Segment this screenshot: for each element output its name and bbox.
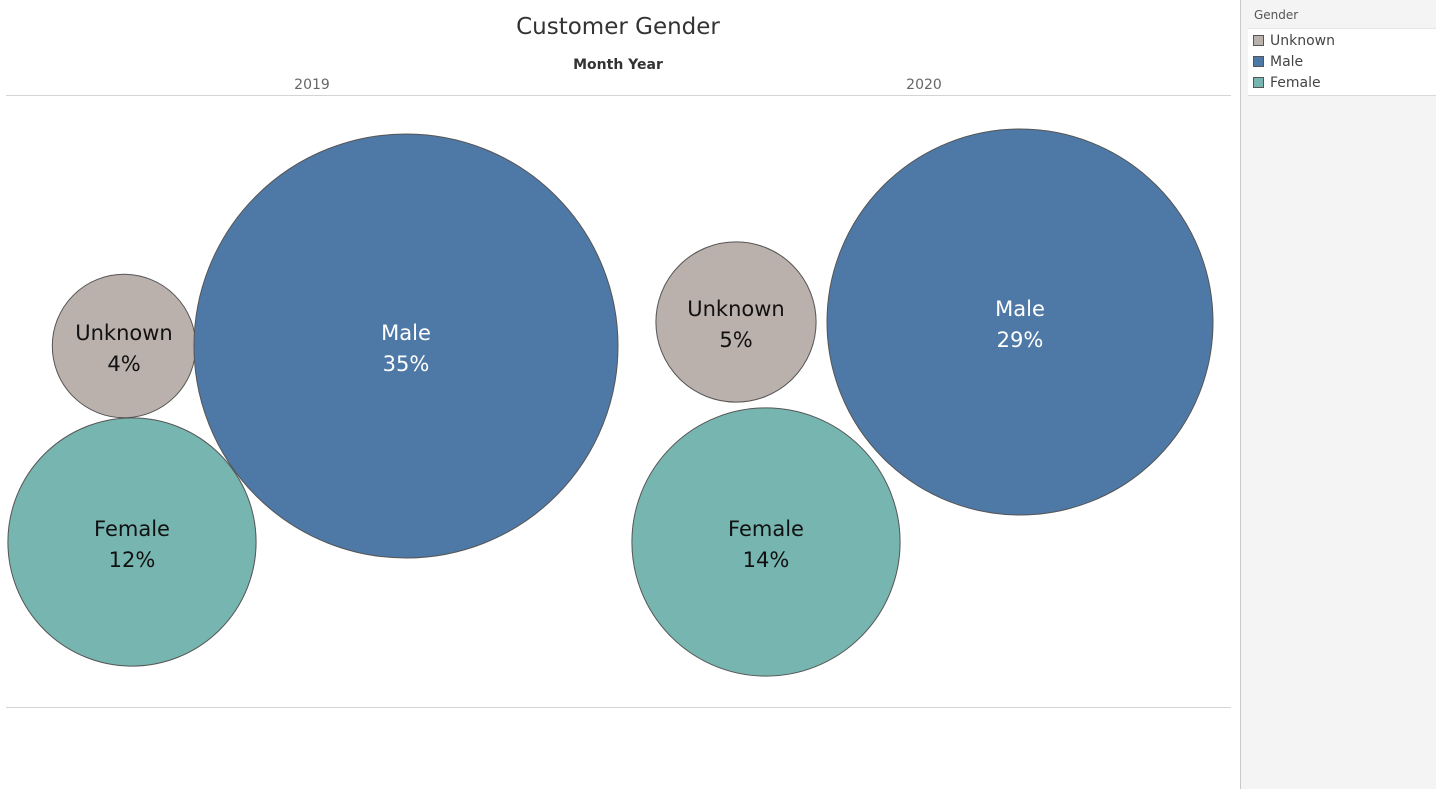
legend-item-male[interactable]: Male xyxy=(1248,51,1436,72)
bubble-category-label: Male xyxy=(381,321,431,345)
legend-label-unknown: Unknown xyxy=(1270,32,1335,49)
swatch-unknown xyxy=(1253,35,1264,46)
column-axis-title: Month Year xyxy=(573,57,663,73)
bubble-2020-male[interactable] xyxy=(826,128,1214,516)
bubble-chart: Unknown 4% Male 35% Female 12% Unknown 5% Male 29… xyxy=(7,128,1214,677)
legend-item-female[interactable]: Female xyxy=(1248,72,1436,93)
bubble-2020-unknown[interactable] xyxy=(655,241,817,403)
sidebar: Gender Unknown Male Female xyxy=(1240,0,1436,789)
gender-legend: Gender Unknown Male Female xyxy=(1248,3,1436,96)
bubble-2020-female[interactable] xyxy=(631,407,901,677)
legend-label-female: Female xyxy=(1270,74,1321,91)
bubble-category-label: Female xyxy=(94,517,170,541)
bubble-category-label: Unknown xyxy=(687,297,784,321)
bubble-value-label: 5% xyxy=(719,328,752,352)
bubble-value-label: 4% xyxy=(107,352,140,376)
chart-title: Customer Gender xyxy=(516,14,720,40)
column-header-2020: 2020 xyxy=(906,77,942,93)
bubble-category-label: Unknown xyxy=(75,321,172,345)
header-divider xyxy=(6,95,1231,96)
bubble-2019-male[interactable] xyxy=(193,133,619,559)
bubble-2019-unknown[interactable] xyxy=(51,273,197,419)
swatch-female xyxy=(1253,77,1264,88)
legend-item-unknown[interactable]: Unknown xyxy=(1248,30,1436,51)
bubble-value-label: 14% xyxy=(743,548,790,572)
legend-label-male: Male xyxy=(1270,53,1304,70)
bubble-value-label: 35% xyxy=(383,352,430,376)
bubble-value-label: 12% xyxy=(109,548,156,572)
bubble-value-label: 29% xyxy=(997,328,1044,352)
legend-items: Unknown Male Female xyxy=(1248,29,1436,95)
column-header-2019: 2019 xyxy=(294,77,330,93)
swatch-male xyxy=(1253,56,1264,67)
bubble-2019-female[interactable] xyxy=(7,417,257,667)
bubble-category-label: Female xyxy=(728,517,804,541)
chart-area: Customer Gender Month Year 2019 2020 Unk… xyxy=(6,14,1231,708)
legend-title: Gender xyxy=(1248,3,1436,29)
bubble-category-label: Male xyxy=(995,297,1045,321)
bottom-divider xyxy=(6,707,1231,708)
